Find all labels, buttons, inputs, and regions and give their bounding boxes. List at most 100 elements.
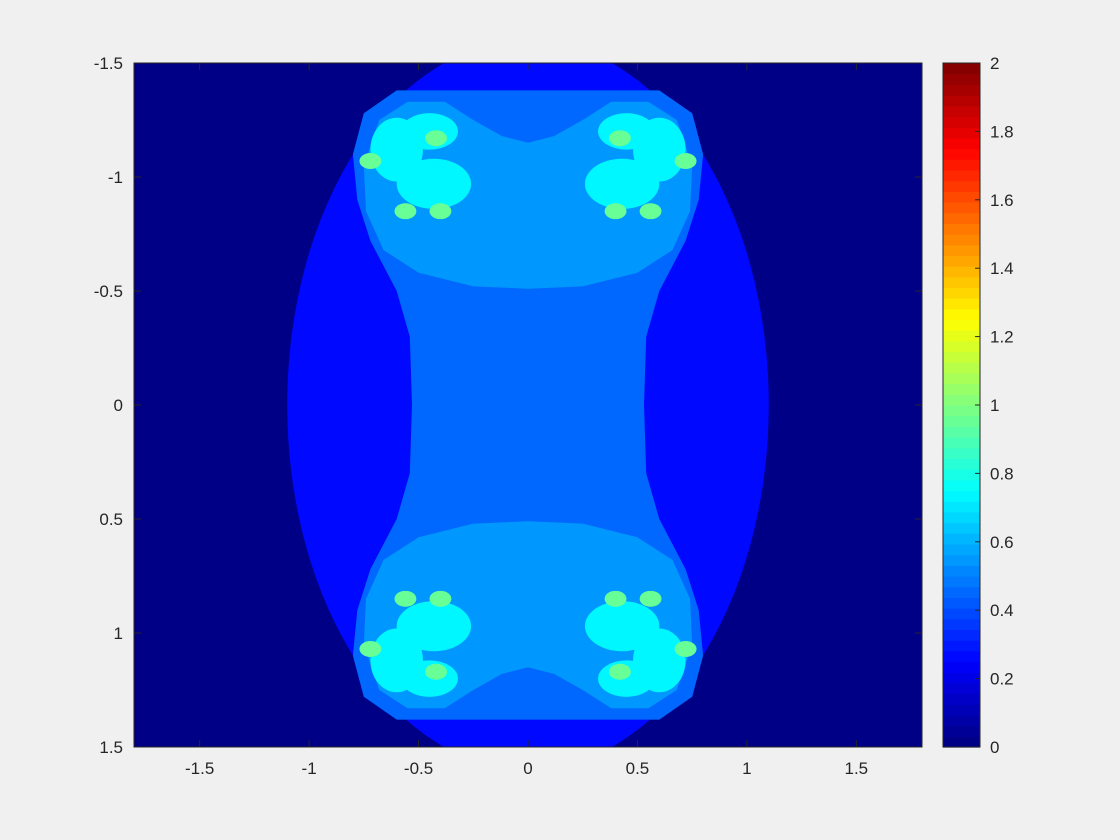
x-tick-label: -1.5: [185, 759, 214, 778]
colorbar-level: [943, 63, 980, 75]
colorbar-level: [943, 608, 980, 620]
colorbar-tick-label: 1.2: [990, 328, 1014, 347]
colorbar: [942, 62, 981, 748]
bulb-tip: [429, 590, 452, 607]
colorbar-level: [943, 682, 980, 695]
y-tick-label: -1: [108, 168, 123, 187]
bulb-group: [359, 590, 472, 697]
bulb-tip: [604, 203, 627, 220]
y-tick-label: -1.5: [94, 54, 123, 73]
colorbar-tick-label: 0: [990, 738, 999, 757]
colorbar-level: [943, 618, 980, 631]
colorbar-level: [943, 95, 980, 107]
bulb-tip: [429, 203, 452, 220]
colorbar-level: [943, 533, 980, 545]
bulb-group: [359, 113, 472, 220]
y-tick-label: 0.5: [99, 510, 123, 529]
colorbar-level: [943, 148, 980, 160]
colorbar-level: [943, 714, 980, 727]
heatmap-regions: [287, 63, 769, 747]
colorbar-level: [943, 415, 980, 427]
x-tick-label: 1.5: [845, 759, 869, 778]
colorbar-level: [943, 725, 980, 737]
colorbar-level: [943, 394, 980, 406]
colorbar-level: [943, 640, 980, 652]
bulb-tip: [394, 203, 417, 220]
colorbar-level: [943, 586, 980, 598]
colorbar-level: [943, 127, 980, 139]
colorbar-level: [943, 287, 980, 299]
colorbar-level: [943, 244, 980, 256]
colorbar-level: [943, 447, 980, 460]
x-axis: -1.5 -1 -0.5 0 0.5 1 1.5: [185, 63, 868, 778]
colorbar-level: [943, 298, 980, 310]
colorbar-level: [943, 372, 980, 385]
colorbar-level: [943, 405, 980, 417]
bulb-tip: [425, 130, 448, 147]
colorbar-level: [943, 137, 980, 150]
y-tick-label: -0.5: [94, 282, 123, 301]
colorbar-level: [943, 84, 980, 96]
bulb-tip: [604, 590, 627, 607]
colorbar-level: [943, 426, 980, 438]
x-tick-label: 0.5: [626, 759, 650, 778]
bulb-tip: [425, 663, 448, 680]
colorbar-level: [943, 543, 980, 556]
colorbar-level: [943, 319, 980, 331]
colorbar-tick-label: 0.4: [990, 601, 1014, 620]
bulb-tip: [639, 203, 662, 220]
colorbar-level: [943, 554, 980, 566]
colorbar-level: [943, 458, 980, 470]
colorbar-tick-label: 1.8: [990, 122, 1014, 141]
y-tick-label: 1.5: [99, 738, 123, 757]
colorbar-level: [943, 629, 980, 641]
lower-lobe-region: [363, 521, 693, 709]
colorbar-level: [943, 276, 980, 289]
colorbar-level: [943, 650, 980, 663]
colorbar-level: [943, 522, 980, 534]
colorbar-tick-label: 1.6: [990, 191, 1014, 210]
colorbar-level: [943, 693, 980, 705]
colorbar-level: [943, 511, 980, 524]
colorbar-level: [943, 501, 980, 513]
colorbar-level: [943, 116, 980, 128]
colorbar-level: [943, 169, 980, 182]
colorbar-level: [943, 212, 980, 224]
bulb-tip: [608, 663, 631, 680]
colorbar-tick-label: 0.8: [990, 464, 1014, 483]
x-tick-label: -1: [302, 759, 317, 778]
colorbar-tick-label: 1.4: [990, 259, 1014, 278]
colorbar-level: [943, 308, 980, 321]
colorbar-tick-label: 0.6: [990, 533, 1014, 552]
y-tick-label: 1: [114, 624, 123, 643]
colorbar-level: [943, 191, 980, 203]
colorbar-tick-label: 2: [990, 54, 999, 73]
x-tick-label: -0.5: [404, 759, 433, 778]
colorbar-level: [943, 597, 980, 609]
colorbar-level: [943, 565, 980, 577]
bulb-tip: [359, 640, 382, 657]
colorbar-level: [943, 234, 980, 246]
colorbar-level: [943, 576, 980, 588]
bulb-tip: [674, 640, 697, 657]
heatmap-plot: [134, 63, 922, 747]
bulb-tip: [394, 590, 417, 607]
colorbar-level: [943, 180, 980, 192]
colorbar-level: [943, 362, 980, 374]
y-axis: -1.5 -1 -0.5 0 0.5 1 1.5: [94, 54, 922, 757]
colorbar-level: [943, 223, 980, 235]
colorbar-level: [943, 704, 980, 716]
colorbar-level: [943, 672, 980, 684]
bulb-tip: [674, 153, 697, 170]
colorbar-level: [943, 201, 980, 214]
bulb-tip: [359, 153, 382, 170]
bulb-tip: [608, 130, 631, 147]
bulb-group: [584, 113, 697, 220]
x-tick-label: 0: [523, 759, 532, 778]
colorbar-level: [943, 340, 980, 353]
upper-lobe-region: [363, 101, 693, 289]
colorbar-level: [943, 159, 980, 171]
colorbar-level: [943, 330, 980, 342]
colorbar-tick-label: 0.2: [990, 670, 1014, 689]
colorbar-level: [943, 661, 980, 673]
